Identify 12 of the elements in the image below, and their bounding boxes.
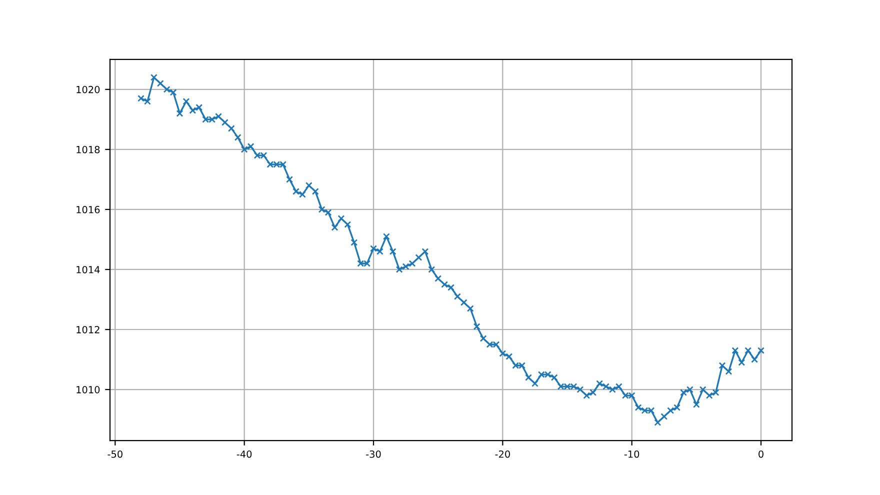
y-tick-label: 1020 xyxy=(76,86,100,94)
x-tick-label: -30 xyxy=(366,450,381,458)
y-tick-label: 1010 xyxy=(76,386,100,394)
x-tick-label: -50 xyxy=(108,450,122,458)
x-tick-label: -10 xyxy=(624,450,640,458)
y-tick-label: 1014 xyxy=(76,266,100,274)
x-tick-label: 0 xyxy=(758,450,764,458)
x-tick-label: -40 xyxy=(236,450,252,458)
y-tick-label: 1018 xyxy=(76,146,100,154)
y-tick-label: 1016 xyxy=(76,206,100,214)
y-tick-label: 1012 xyxy=(76,326,100,334)
x-tick-label: -20 xyxy=(495,450,510,458)
